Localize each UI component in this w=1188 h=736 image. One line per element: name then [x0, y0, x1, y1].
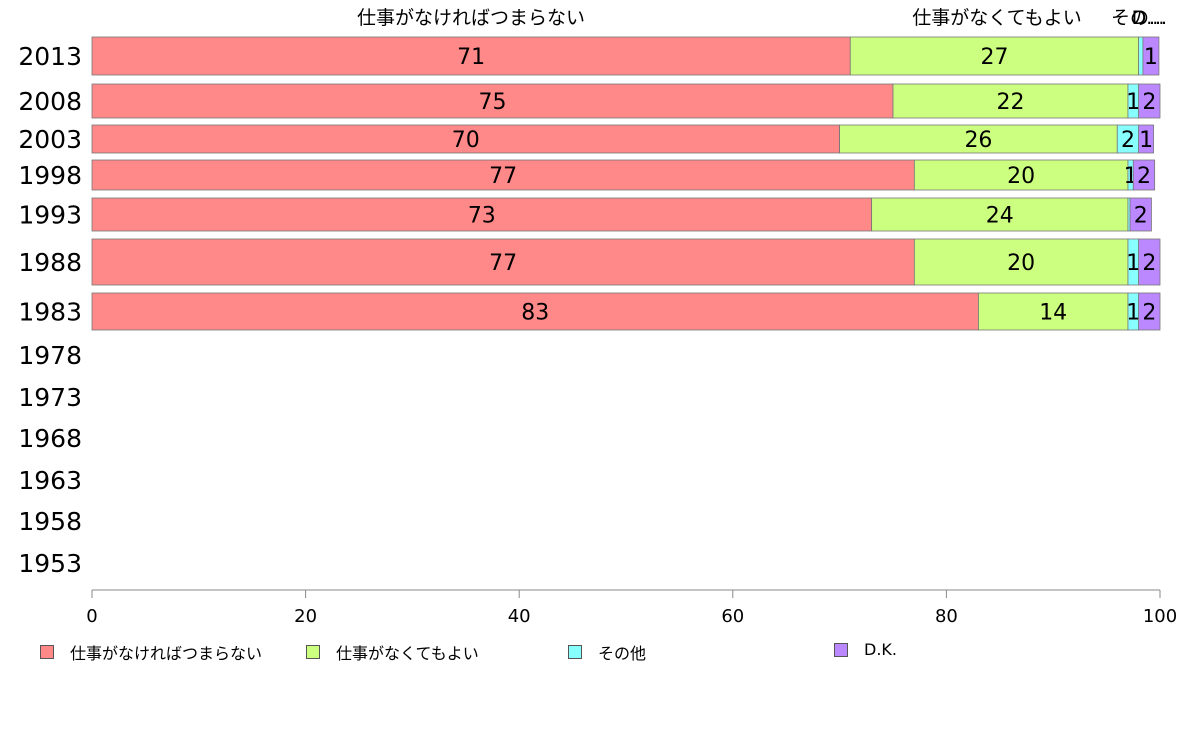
category-label-6: 1983	[18, 298, 82, 327]
data-label-0-0: 71	[457, 45, 485, 70]
bar-6-1	[978, 292, 1129, 331]
legend: 仕事がなければつまらない 仕事がなくてもよい その他 D.K.	[0, 640, 1188, 670]
bar-6-0	[91, 292, 979, 331]
data-label-2-3: 1	[1139, 128, 1153, 153]
bar-5-0	[91, 238, 915, 286]
legend-swatch-1	[306, 645, 320, 659]
data-label-5-2: 1	[1126, 251, 1140, 276]
x-tick-label-3: 60	[721, 606, 744, 627]
data-label-0-3: 1	[1144, 45, 1158, 70]
legend-label-2: その他	[598, 644, 647, 663]
data-label-4-1: 24	[986, 204, 1014, 229]
data-label-6-1: 14	[1039, 301, 1067, 326]
category-label-12: 1953	[18, 549, 82, 578]
bar-4-3	[1129, 197, 1152, 232]
bar-0-3	[1142, 36, 1160, 76]
bar-4-0	[91, 197, 873, 232]
x-tick-label-2: 40	[508, 606, 531, 627]
bar-1-3	[1138, 83, 1161, 119]
bar-2-1	[839, 124, 1118, 154]
category-label-3: 1998	[18, 161, 82, 190]
category-label-2: 2003	[18, 125, 82, 154]
x-tick-label-4: 80	[935, 606, 958, 627]
data-label-2-0: 70	[452, 128, 480, 153]
top-label-0: 仕事がなければつまらない	[357, 7, 585, 29]
bar-5-1	[913, 238, 1129, 286]
legend-item-1: 仕事がなくてもよい	[306, 640, 479, 664]
legend-item-0: 仕事がなければつまらない	[40, 640, 262, 664]
bar-3-1	[913, 159, 1129, 191]
data-label-1-1: 22	[996, 90, 1024, 115]
category-label-4: 1993	[18, 201, 82, 230]
data-label-5-1: 20	[1007, 251, 1035, 276]
data-label-0-1: 27	[980, 45, 1008, 70]
bar-0-2	[1138, 36, 1144, 76]
data-label-1-0: 75	[479, 90, 507, 115]
data-label-1-3: 2	[1142, 90, 1156, 115]
legend-swatch-0	[40, 645, 54, 659]
data-label-4-0: 73	[468, 204, 496, 229]
data-label-3-0: 77	[489, 164, 517, 189]
x-tick-label-0: 0	[86, 606, 97, 627]
category-label-11: 1958	[18, 507, 82, 536]
category-label-8: 1973	[18, 383, 82, 412]
legend-label-0: 仕事がなければつまらない	[70, 644, 263, 663]
data-label-1-2: 1	[1126, 90, 1140, 115]
legend-swatch-2	[568, 645, 582, 659]
bar-2-0	[91, 124, 840, 154]
legend-item-2: その他	[568, 640, 646, 664]
bar-2-3	[1138, 124, 1154, 154]
data-label-2-2: 2	[1121, 128, 1135, 153]
bar-3-3	[1132, 159, 1156, 191]
category-label-0: 2013	[18, 42, 82, 71]
data-label-4-3: 2	[1134, 204, 1148, 229]
data-label-5-0: 77	[489, 251, 517, 276]
legend-swatch-3	[834, 642, 848, 657]
data-label-3-3: 2	[1137, 164, 1151, 189]
data-label-6-3: 2	[1142, 301, 1156, 326]
data-label-2-1: 26	[964, 128, 992, 153]
category-label-5: 1988	[18, 248, 82, 277]
bar-0-1	[849, 36, 1140, 76]
data-label-6-2: 1	[1126, 301, 1140, 326]
top-label-3: D...	[1132, 7, 1165, 29]
category-label-9: 1968	[18, 424, 82, 453]
category-label-1: 2008	[18, 87, 82, 116]
legend-label-1: 仕事がなくてもよい	[336, 644, 479, 663]
data-label-6-0: 83	[521, 301, 549, 326]
legend-item-3: D.K.	[834, 640, 897, 659]
top-label-1: 仕事がなくてもよい	[912, 7, 1081, 29]
category-label-10: 1963	[18, 466, 82, 495]
x-tick-label-5: 100	[1143, 606, 1177, 627]
legend-label-3: D.K.	[864, 640, 897, 659]
x-tick-label-1: 20	[294, 606, 317, 627]
bar-6-3	[1138, 292, 1161, 331]
bar-1-1	[892, 83, 1129, 119]
top-label-2: その...	[1111, 7, 1167, 29]
bar-5-3	[1138, 238, 1161, 286]
data-label-5-3: 2	[1142, 251, 1156, 276]
category-label-7: 1978	[18, 341, 82, 370]
data-label-3-1: 20	[1007, 164, 1035, 189]
bar-1-0	[91, 83, 894, 119]
